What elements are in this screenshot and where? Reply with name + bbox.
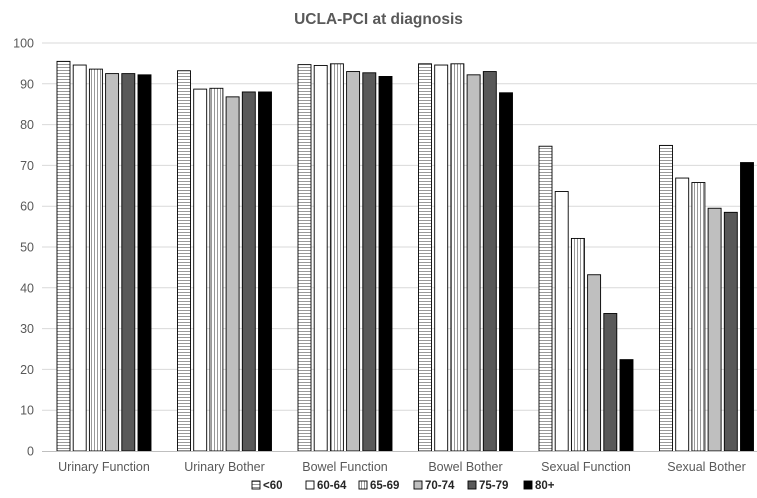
legend-swatch	[523, 480, 533, 490]
bar	[450, 63, 465, 452]
bar	[329, 63, 344, 452]
legend-label: 80+	[535, 480, 555, 492]
legend-label: 75-79	[479, 480, 508, 492]
legend-swatch	[467, 480, 477, 490]
bar	[466, 74, 481, 452]
legend-swatch	[305, 480, 315, 490]
bar	[587, 274, 602, 452]
bar	[346, 71, 361, 452]
bar	[499, 92, 513, 452]
legend-item: 65-69	[358, 480, 399, 492]
y-tick-label: 100	[13, 37, 34, 51]
legend: <60 60-64 65-69 70-74 75-79 80+	[251, 480, 555, 492]
legend-label: 65-69	[370, 480, 399, 492]
legend-swatch	[251, 480, 261, 490]
legend-item: 70-74	[413, 480, 455, 492]
bar	[619, 359, 634, 452]
legend-label: <60	[263, 480, 283, 492]
legend-item: 80+	[523, 480, 555, 492]
bar	[121, 73, 136, 452]
bar	[378, 76, 393, 452]
y-tick-label: 90	[20, 77, 34, 91]
y-tick-label: 10	[20, 404, 34, 418]
bar	[418, 63, 432, 452]
bar	[225, 96, 240, 452]
legend-item: 75-79	[467, 480, 508, 492]
y-tick-label: 80	[20, 118, 34, 132]
legend-label: 60-64	[317, 480, 347, 492]
legend-item: <60	[251, 480, 283, 492]
x-tick-label: Urinary Function	[58, 460, 150, 474]
bar	[88, 68, 103, 452]
y-tick-label: 30	[20, 322, 34, 336]
x-tick-label: Sexual Function	[541, 460, 631, 474]
bars	[56, 60, 754, 452]
bar	[137, 74, 152, 452]
bar	[297, 64, 312, 452]
y-tick-label: 50	[20, 241, 34, 255]
y-axis: 0 10 20 30 40 50 60 70 80 90 100	[13, 37, 34, 459]
y-tick-label: 70	[20, 159, 34, 173]
bar	[675, 177, 690, 452]
y-tick-label: 20	[20, 363, 34, 377]
bar	[554, 191, 569, 452]
bar	[740, 162, 754, 452]
x-axis: Urinary Function Urinary Bother Bowel Func…	[58, 460, 746, 474]
bar	[258, 91, 272, 452]
legend-label: 70-74	[425, 480, 455, 492]
y-tick-label: 0	[27, 445, 34, 459]
bar	[691, 182, 706, 452]
bar	[241, 91, 256, 452]
bar	[434, 64, 449, 452]
bar	[105, 73, 120, 452]
chart-title: UCLA-PCI at diagnosis	[294, 11, 463, 28]
bar	[538, 145, 553, 452]
x-tick-label: Urinary Bother	[184, 460, 265, 474]
bar	[362, 72, 377, 452]
x-tick-label: Bowel Function	[302, 460, 388, 474]
bar	[570, 237, 585, 452]
bar	[313, 64, 328, 452]
bar	[72, 64, 87, 452]
bar	[177, 70, 191, 452]
gridlines	[42, 42, 757, 411]
bar	[56, 60, 71, 452]
y-tick-label: 60	[20, 200, 34, 214]
bar	[723, 211, 738, 452]
y-tick-label: 40	[20, 281, 34, 295]
x-tick-label: Sexual Bother	[667, 460, 746, 474]
bar	[482, 71, 497, 452]
bar	[707, 207, 722, 452]
bar	[209, 87, 224, 452]
legend-swatch	[358, 480, 368, 490]
bar	[659, 144, 673, 452]
legend-swatch	[413, 480, 423, 490]
x-tick-label: Bowel Bother	[428, 460, 502, 474]
bar	[603, 313, 618, 452]
bar	[193, 88, 208, 452]
legend-item: 60-64	[305, 480, 347, 492]
